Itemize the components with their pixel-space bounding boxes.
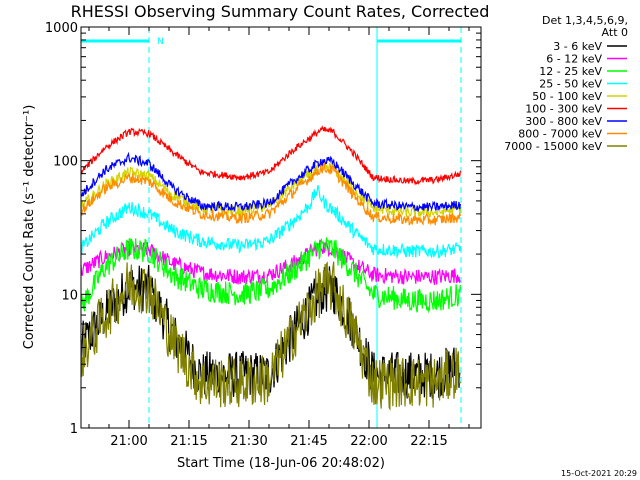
legend-label-2: 6 - 12 keV — [546, 53, 602, 66]
series-line-5 — [80, 161, 461, 219]
series-line-9 — [80, 261, 461, 411]
legend-label-3: 12 - 25 keV — [539, 65, 602, 78]
x-tick-label-6: 22:15 — [410, 434, 447, 449]
legend-label-6: 100 - 300 keV — [525, 103, 602, 116]
legend-label-1: 3 - 6 keV — [553, 40, 602, 53]
legend-label-5: 50 - 100 keV — [532, 90, 602, 103]
y-axis-label: Corrected Count Rate (s⁻¹ detector⁻¹) — [22, 105, 37, 350]
legend-header-2: Att 0 — [602, 26, 628, 39]
chart-axes: 21:00 21:15 21:30 21:45 22:00 22:15 1 10 100 1000 — [45, 21, 481, 449]
x-tick-label-4: 21:45 — [290, 434, 327, 449]
legend-label-9: 7000 - 15000 keV — [504, 140, 602, 153]
x-tick-label-2: 21:15 — [170, 434, 207, 449]
chart-title: RHESSI Observing Summary Count Rates, Co… — [71, 2, 490, 21]
series-line-6 — [80, 125, 461, 186]
top-bar-label: N — [157, 37, 164, 47]
y-tick-label-2: 10 — [61, 288, 78, 303]
plot-timestamp: 15-Oct-2021 20:29 — [561, 469, 637, 478]
x-tick-label-3: 21:30 — [230, 434, 267, 449]
series-line-7 — [80, 151, 461, 212]
series-line-4 — [80, 184, 461, 259]
y-tick-label-4: 1000 — [45, 21, 78, 36]
x-tick-label-5: 22:00 — [350, 434, 387, 449]
x-tick-label-1: 21:00 — [110, 434, 147, 449]
x-axis-label: Start Time (18-Jun-06 20:48:02) — [177, 456, 385, 471]
series-line-8 — [80, 161, 461, 226]
series-line-3 — [80, 237, 461, 314]
legend-label-7: 300 - 800 keV — [525, 115, 602, 128]
plot-frame — [80, 26, 482, 429]
chart-series-layer — [80, 125, 461, 411]
series-line-2 — [80, 239, 461, 286]
y-tick-label-3: 100 — [53, 155, 78, 170]
legend-label-4: 25 - 50 keV — [539, 78, 602, 91]
legend-header-1: Det 1,3,4,5,6,9, — [542, 14, 628, 27]
y-tick-label-1: 1 — [70, 422, 78, 437]
legend-label-8: 800 - 7000 keV — [518, 128, 602, 141]
